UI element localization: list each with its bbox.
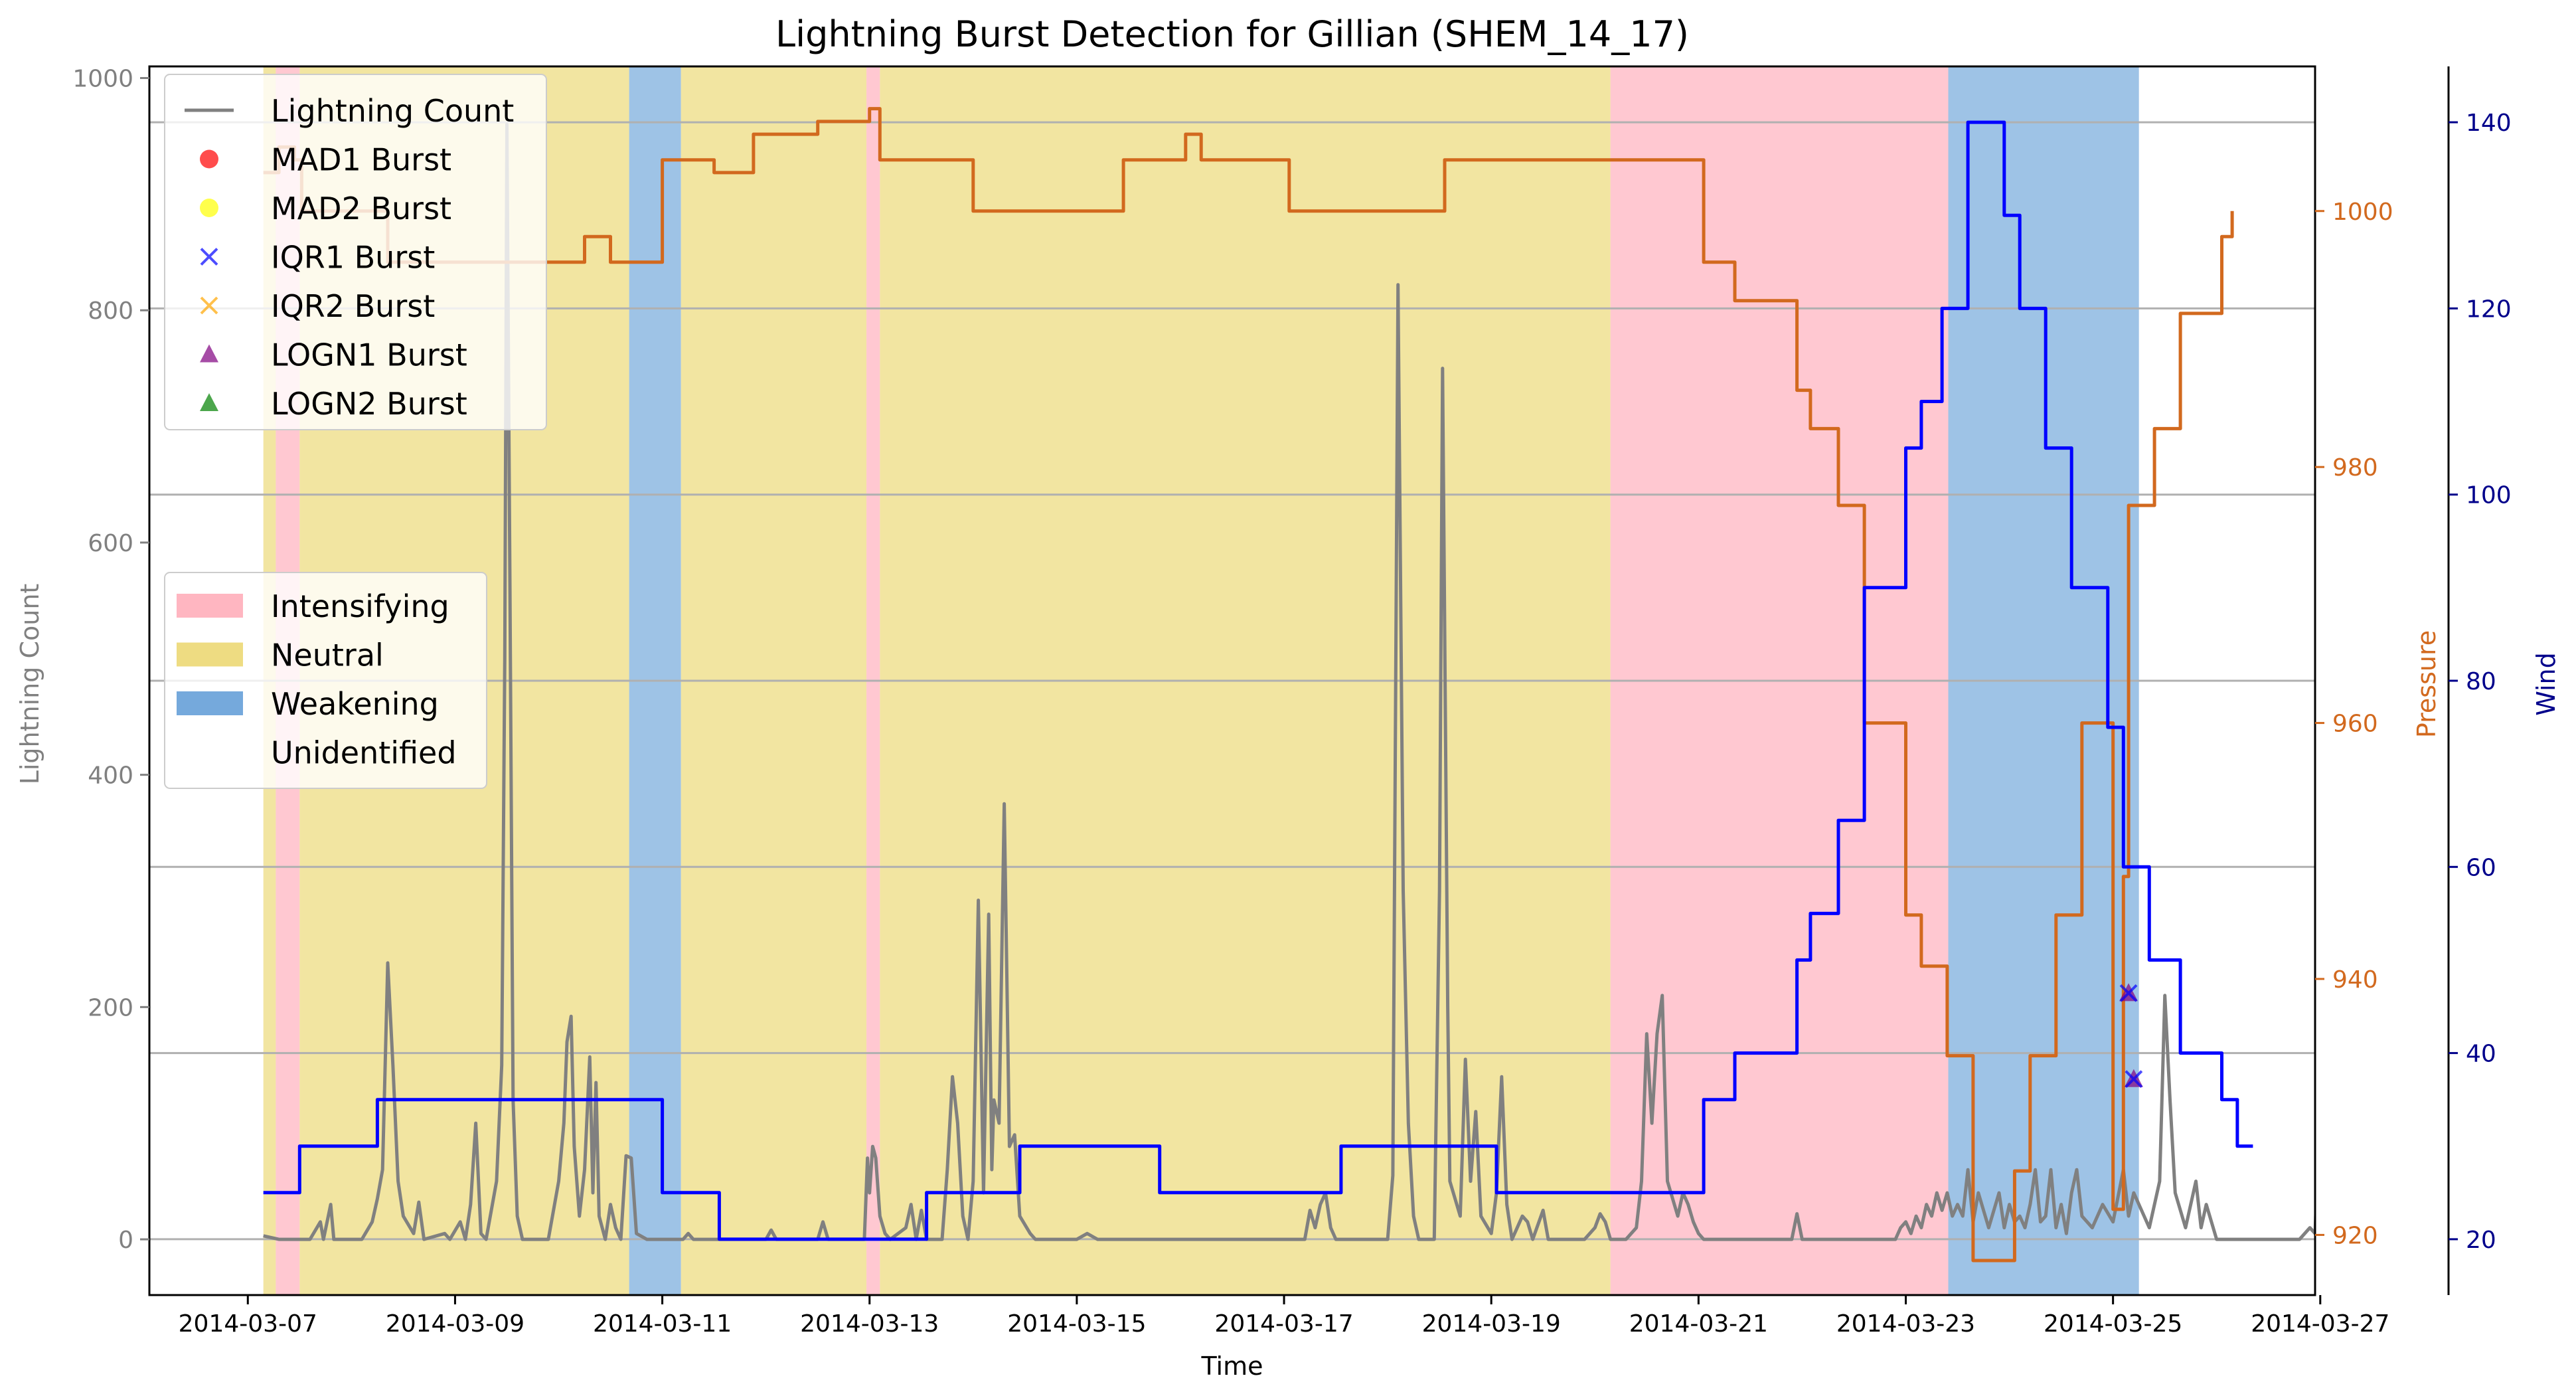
x-tick-label: 2014-03-21	[1629, 1310, 1768, 1338]
y-left-tick-label: 1000	[72, 65, 133, 92]
plot-border	[148, 65, 2316, 1296]
legend-label: LOGN1 Burst	[271, 337, 467, 373]
legend-label: Lightning Count	[271, 93, 514, 129]
series-lines	[263, 107, 2315, 1263]
y-wind-tick-label: 140	[2466, 110, 2512, 137]
y-wind-ticks: 20 40 60 80 100 120 140	[2449, 110, 2512, 1254]
y-wind-tick-label: 100	[2466, 482, 2512, 509]
legend-x-swatch	[200, 296, 218, 315]
legend-phase-swatch	[177, 740, 243, 764]
y-left-tick-label: 800	[88, 298, 133, 325]
legend-circle-swatch	[200, 199, 218, 217]
legend-circle-swatch	[200, 149, 218, 169]
y-wind-tick-label: 60	[2466, 854, 2496, 881]
y-wind-tick-label: 20	[2466, 1227, 2496, 1254]
y-left-tick-label: 200	[88, 994, 133, 1021]
chart-title: Lightning Burst Detection for Gillian (S…	[775, 13, 1689, 55]
y-pressure-tick-label: 920	[2332, 1222, 2378, 1249]
y-left-tick-label: 600	[88, 530, 133, 557]
y-axis-label-pressure: Pressure	[2412, 630, 2441, 738]
x-tick-label: 2014-03-17	[1214, 1310, 1353, 1338]
legend-phase-swatch	[177, 691, 243, 715]
x-tick-label: 2014-03-25	[2044, 1310, 2182, 1338]
legend-phases: Intensifying Neutral Weakening Unidentified	[164, 572, 487, 789]
y-pressure-tick-label: 1000	[2332, 199, 2393, 226]
legend-label: Neutral	[271, 638, 384, 673]
legend-phase-swatch	[177, 642, 243, 667]
x-tick-label: 2014-03-11	[593, 1310, 732, 1338]
legend-label: Intensifying	[271, 588, 449, 624]
x-tick-label: 2014-03-07	[179, 1310, 317, 1338]
series-wind	[263, 120, 2253, 1241]
y-left-tick-label: 0	[118, 1227, 133, 1254]
legend-label: LOGN2 Burst	[271, 386, 467, 422]
y-left-ticks: 0 200 400 600 800 1000	[72, 65, 149, 1254]
x-axis-label: Time	[1201, 1352, 1263, 1381]
legend-label: MAD2 Burst	[271, 191, 451, 226]
y-left-tick-label: 400	[88, 762, 133, 790]
x-tick-label: 2014-03-13	[800, 1310, 939, 1338]
legend-phase-swatch	[177, 594, 243, 618]
x-tick-label: 2014-03-15	[1007, 1310, 1146, 1338]
legend-triangle-swatch	[200, 344, 218, 363]
legend-box	[164, 572, 487, 789]
x-axis-ticks: 2014-03-07 2014-03-09 2014-03-11 2014-03-13…	[179, 1295, 2389, 1338]
y-pressure-tick-label: 980	[2332, 454, 2378, 481]
x-tick-label: 2014-03-23	[1836, 1310, 1975, 1338]
y-pressure-tick-label: 960	[2332, 711, 2378, 738]
iqr1-burst-marker	[2119, 984, 2138, 1002]
y-wind-tick-label: 40	[2466, 1041, 2496, 1068]
legend-label: Weakening	[271, 686, 439, 722]
y-wind-tick-label: 120	[2466, 296, 2512, 323]
y-axis-label-wind: Wind	[2532, 652, 2561, 716]
y-wind-tick-label: 80	[2466, 668, 2496, 695]
series-lightning-count	[263, 122, 2315, 1241]
iqr1-burst-marker	[2125, 1070, 2143, 1089]
legend-box	[164, 74, 547, 430]
legend-label: MAD1 Burst	[271, 142, 451, 178]
x-tick-label: 2014-03-27	[2251, 1310, 2389, 1338]
legend-label: Unidentified	[271, 735, 457, 771]
legend-triangle-swatch	[200, 393, 218, 411]
y-axis-label-left: Lightning Count	[15, 584, 44, 785]
legend-label: IQR1 Burst	[271, 240, 435, 276]
legend-bursts: Lightning Count MAD1 Burst MAD2 Burst IQR1 …	[164, 74, 547, 430]
legend-label: IQR2 Burst	[271, 288, 435, 324]
legend-x-swatch	[200, 248, 218, 266]
y-pressure-ticks: 920 940 960 980 1000	[2315, 199, 2393, 1249]
burst-markers	[2119, 983, 2143, 1089]
x-tick-label: 2014-03-19	[1422, 1310, 1561, 1338]
y-pressure-tick-label: 940	[2332, 966, 2378, 994]
x-tick-label: 2014-03-09	[386, 1310, 524, 1338]
